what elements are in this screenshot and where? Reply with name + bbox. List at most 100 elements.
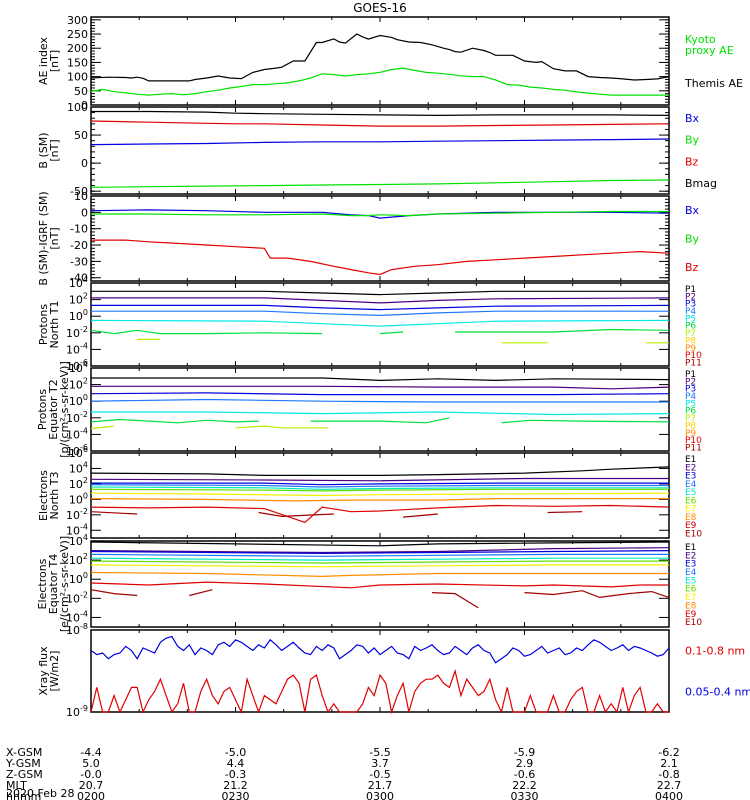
x-row-value: 0400 [655, 790, 683, 800]
y-tick-label: 100 [67, 101, 88, 114]
series-p5 [90, 319, 670, 327]
legend-entry: P4 [685, 307, 696, 317]
series-e6 [90, 560, 669, 564]
legend-entry: E5 [685, 488, 696, 498]
y-axis-label: North T3 [48, 472, 61, 520]
legend-entry: P3 [685, 385, 696, 395]
legend-entry: Bmag [685, 177, 717, 190]
legend-entry: P9 [685, 429, 696, 439]
y-axis-label: AE index [37, 36, 50, 85]
y-tick-label: 10-4 [66, 341, 88, 356]
x-row-label: MLT [6, 779, 27, 792]
y-tick-label: 50 [74, 129, 88, 142]
series-p1 [91, 377, 670, 382]
y-tick-label: 300 [67, 14, 88, 27]
x-row-value: -0.3 [225, 768, 246, 781]
y-axis-label: Protons [36, 389, 49, 430]
y-tick-label: 100 [69, 393, 88, 408]
series-e1 [90, 466, 670, 476]
x-row-value: -4.4 [80, 746, 101, 759]
x-row-value: -0.6 [514, 768, 535, 781]
y-tick-label: -40 [70, 272, 88, 285]
x-row-value: 0330 [511, 790, 539, 800]
legend-entry: E7 [685, 505, 696, 515]
series-by [90, 179, 670, 188]
x-row-label: Y-GSM [5, 757, 41, 770]
y-tick-label: 10-2 [66, 325, 88, 340]
y-tick-label: 0 [81, 206, 88, 219]
series-p1 [91, 290, 669, 296]
series-e8 [90, 571, 669, 578]
panel-frame [90, 452, 670, 539]
series-p6 [379, 331, 404, 335]
legend-entry: E4 [685, 480, 697, 490]
series-e10 [189, 589, 213, 597]
panel-frame [90, 195, 670, 282]
series-e6 [90, 488, 669, 492]
y-tick-label: 102 [69, 476, 88, 491]
legend-entry: P5 [685, 314, 696, 324]
x-row-value: 0300 [366, 790, 394, 800]
y-tick-label: 104 [69, 460, 88, 475]
series-e10 [258, 511, 334, 518]
legend-entry: Bz [685, 155, 699, 168]
series-e8 [90, 498, 669, 502]
y-tick-label: 10-2 [66, 507, 88, 522]
series-p6 [455, 328, 670, 333]
series-e10 [403, 513, 438, 518]
y-axis-label: Protons [37, 304, 50, 345]
series-0-1-0-8-nm [90, 668, 669, 715]
legend-entry: E5 [685, 576, 696, 586]
legend-entry: By [685, 134, 700, 147]
y-tick-label: 200 [67, 42, 88, 55]
legend-entry: E9 [685, 610, 697, 620]
legend-entry: P8 [685, 421, 696, 431]
panel-bsm: -50 0 50 100 B (SM)[nT] Bx By Bz Bmag [37, 101, 717, 198]
plot-title: GOES-16 [353, 1, 407, 15]
series-e10 [524, 590, 670, 599]
x-row-label: hhmm [6, 790, 41, 800]
legend-entry: Bx [685, 112, 700, 125]
x-row-value: -0.5 [369, 768, 390, 781]
legend-entry: P11 [685, 358, 702, 368]
legend-entry: 0.05-0.4 nm [685, 686, 750, 699]
series-e10 [547, 511, 583, 514]
legend-entry: E1 [685, 455, 696, 465]
legend-entry: By [685, 233, 700, 246]
series-p6 [501, 419, 670, 424]
series-e9 [90, 504, 670, 524]
series-bmag [91, 110, 670, 117]
legend-entry: P10 [685, 436, 702, 446]
y-tick-label: -30 [70, 255, 88, 268]
x-row-value: -5.0 [225, 746, 246, 759]
legend-entry: E10 [685, 618, 702, 628]
legend-entry: P7 [685, 329, 696, 339]
legend-entry: E8 [685, 601, 697, 611]
series-p6 [90, 329, 323, 335]
series-p7 [90, 425, 115, 430]
legend-entry: P7 [685, 414, 696, 424]
series-p2 [91, 297, 670, 304]
y-tick-label: 100 [69, 571, 88, 586]
legend-entry: P6 [685, 322, 696, 332]
panel-frame [90, 16, 670, 106]
y-axis-label: Xray flux [37, 646, 50, 696]
legend-entry: P2 [685, 377, 696, 387]
series-e10 [431, 592, 479, 609]
y-axis-label: Electrons [36, 558, 49, 609]
series-e9 [90, 581, 669, 589]
series-e5 [90, 557, 669, 561]
x-row-value: 21.7 [368, 779, 393, 792]
y-tick-label: 10-8 [66, 622, 88, 637]
x-row-value: 22.7 [657, 779, 682, 792]
x-row-value: 22.2 [512, 779, 537, 792]
x-row-value: 4.4 [227, 757, 245, 770]
x-row-value: 2.9 [516, 757, 534, 770]
y-tick-label: -10 [70, 223, 88, 236]
panel-frame [90, 629, 670, 713]
series-e10 [90, 511, 138, 515]
panel-frame [90, 282, 670, 367]
y-axis-label: [nT] [48, 50, 61, 72]
